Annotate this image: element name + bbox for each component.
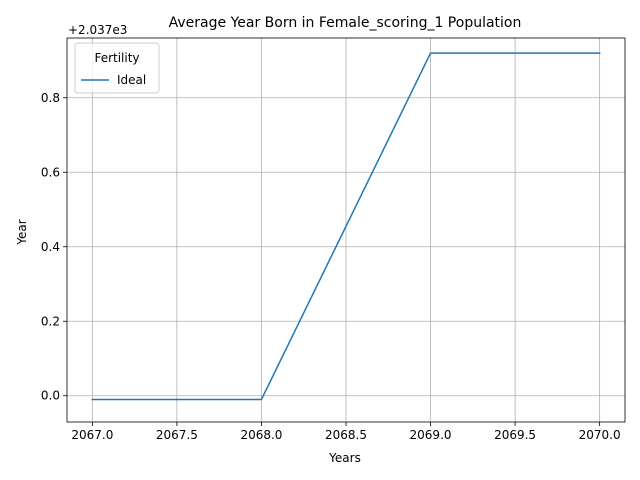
series-line-ideal <box>91 52 601 401</box>
x-tick-label: 2070.0 <box>579 428 621 442</box>
x-tick-label: 2067.5 <box>156 428 198 442</box>
x-axis-ticks: 2067.0 2067.5 2068.0 2068.5 2069.0 2069.5 2070… <box>71 422 621 442</box>
y-tick-label: 0.6 <box>41 165 60 179</box>
legend: Fertility Ideal <box>74 42 160 94</box>
x-axis-label: Years <box>328 451 361 465</box>
legend-title: Fertility <box>94 51 139 65</box>
y-tick-label: 0.2 <box>41 314 60 328</box>
y-axis-offset-text: +2.037e3 <box>68 23 127 37</box>
y-axis-ticks: 0.0 0.2 0.4 0.6 0.8 <box>41 91 67 403</box>
y-tick-label: 0.4 <box>41 240 60 254</box>
chart-title: Average Year Born in Female_scoring_1 Po… <box>169 15 522 31</box>
y-tick-label: 0.8 <box>41 91 60 105</box>
y-tick-label: 0.0 <box>41 389 60 403</box>
x-tick-label: 2068.0 <box>240 428 282 442</box>
x-tick-label: 2068.5 <box>325 428 367 442</box>
x-tick-label: 2067.0 <box>71 428 113 442</box>
grid <box>67 38 625 422</box>
x-tick-label: 2069.0 <box>410 428 452 442</box>
series-layer <box>91 52 601 401</box>
y-axis-label: Year <box>15 219 29 245</box>
legend-label-ideal: Ideal <box>117 73 146 87</box>
x-tick-label: 2069.5 <box>494 428 536 442</box>
